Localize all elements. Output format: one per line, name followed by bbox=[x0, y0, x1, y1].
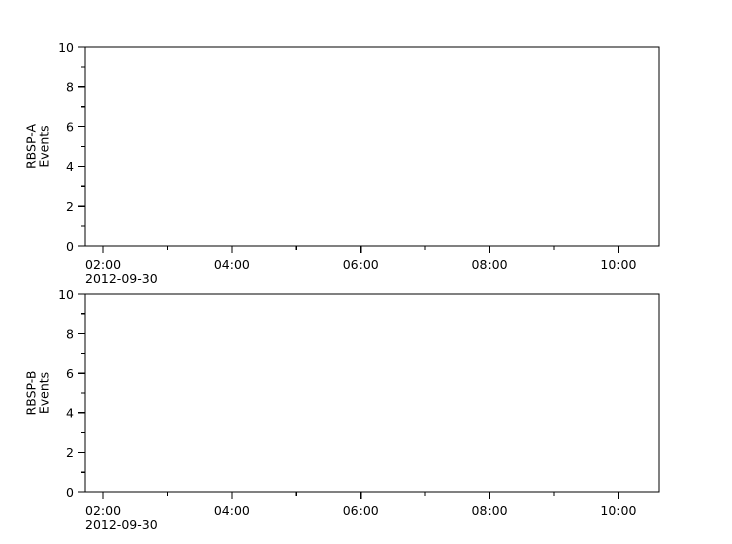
x-tick-label: 02:00 bbox=[85, 257, 121, 272]
y-tick-label: 2 bbox=[66, 199, 74, 214]
plot-rbsp-b: 02:00 04:00 06:00 08:00 10:00 2012-09-30 0 2 4 6 8… bbox=[24, 287, 660, 532]
y-tick-label: 4 bbox=[66, 406, 74, 421]
plot-rbsp-a: 02:00 04:00 06:00 08:00 10:00 2012-09-30 0 2 4 6 8… bbox=[24, 40, 660, 286]
x-tick-label: 04:00 bbox=[214, 503, 250, 518]
plot-frame bbox=[84, 293, 660, 493]
x-axis-date-label: 2012-09-30 bbox=[85, 517, 158, 532]
y-axis-label-line: Events bbox=[37, 125, 52, 167]
y-tick-label: 6 bbox=[66, 366, 74, 381]
x-tick-label: 06:00 bbox=[343, 257, 379, 272]
y-axis-label-line: Events bbox=[37, 372, 52, 414]
x-tick-label: 08:00 bbox=[472, 257, 508, 272]
y-tick-label: 10 bbox=[58, 287, 74, 302]
y-axis-label-line: RBSP-A bbox=[24, 124, 39, 169]
x-tick-label: 06:00 bbox=[343, 503, 379, 518]
y-tick-label: 8 bbox=[66, 326, 74, 341]
y-tick-label: 8 bbox=[66, 80, 74, 95]
y-tick-label: 10 bbox=[58, 40, 74, 55]
x-tick-label: 02:00 bbox=[85, 503, 121, 518]
x-tick-label: 10:00 bbox=[600, 503, 636, 518]
x-tick-label: 08:00 bbox=[472, 503, 508, 518]
x-tick-label: 10:00 bbox=[600, 257, 636, 272]
y-tick-label: 0 bbox=[66, 485, 74, 500]
x-tick-label: 04:00 bbox=[214, 257, 250, 272]
plot-frame bbox=[84, 46, 660, 247]
y-axis-label-line: RBSP-B bbox=[24, 371, 39, 416]
y-tick-label: 6 bbox=[66, 119, 74, 134]
y-tick-label: 2 bbox=[66, 445, 74, 460]
x-axis-date-label: 2012-09-30 bbox=[85, 271, 158, 286]
y-tick-label: 4 bbox=[66, 159, 74, 174]
y-tick-label: 0 bbox=[66, 239, 74, 254]
